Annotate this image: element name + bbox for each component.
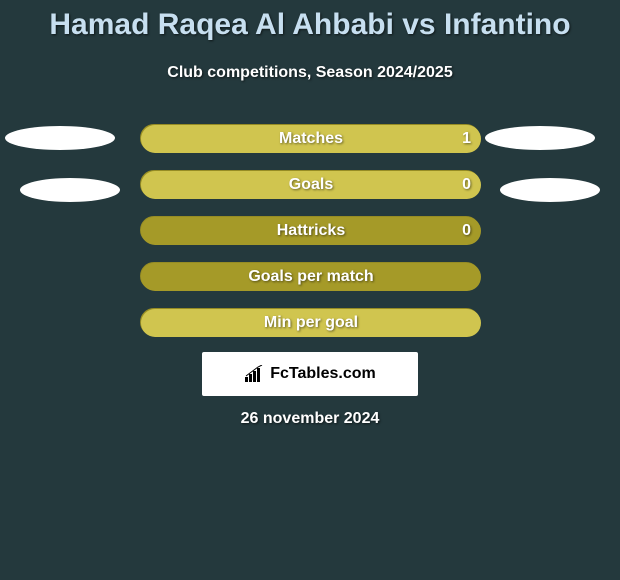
date-text: 26 november 2024 [241,410,380,427]
subtitle-text: Club competitions, Season 2024/2025 [167,64,452,81]
bars-logo-icon [244,365,266,383]
stat-bar: Min per goal [140,308,480,336]
attribution-badge: FcTables.com [202,352,418,396]
side-ellipse [5,126,115,150]
stat-bar: Goals per match [140,262,480,290]
stat-bar-value-right: 0 [462,217,471,245]
side-ellipse [500,178,600,202]
attribution-text: FcTables.com [270,365,376,383]
stats-panel: Hamad Raqea Al Ahbabi vs Infantino Club … [0,0,620,580]
stat-bar-value-right: 0 [462,171,471,199]
side-ellipse [485,126,595,150]
stat-bar-label: Matches [141,125,481,153]
side-ellipse [20,178,120,202]
stat-bar: Matches1 [140,124,480,152]
stat-bar-label: Goals [141,171,481,199]
stat-bar-label: Hattricks [141,217,481,245]
stat-bar-value-right: 1 [462,125,471,153]
subtitle: Club competitions, Season 2024/2025 [0,64,620,82]
stat-bar-label: Goals per match [141,263,481,291]
stat-bar: Goals0 [140,170,480,198]
stat-bar-label: Min per goal [141,309,481,337]
title-text: Hamad Raqea Al Ahbabi vs Infantino [49,8,570,41]
page-title: Hamad Raqea Al Ahbabi vs Infantino [0,8,620,42]
date-label: 26 november 2024 [0,410,620,428]
stat-bar: Hattricks0 [140,216,480,244]
